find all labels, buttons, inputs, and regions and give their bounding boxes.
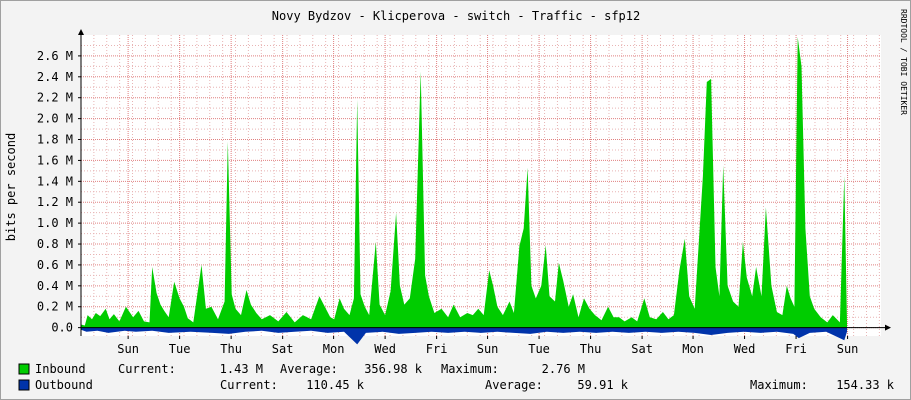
x-tick-label: Sat bbox=[631, 342, 653, 356]
legend-row-outbound: Outbound Current: 110.45 k Average: 59.9… bbox=[18, 378, 895, 392]
y-tick-label: 0.4 M bbox=[37, 279, 73, 293]
series-areas bbox=[81, 37, 848, 345]
watermark: RRDTOOL / TOBI OETIKER bbox=[899, 9, 908, 115]
chart-title: Novy Bydzov - Klicperova - switch - Traf… bbox=[272, 9, 640, 23]
x-tick-label: Mon bbox=[323, 342, 345, 356]
x-axis-arrow bbox=[885, 324, 891, 331]
y-tick-label: 2.0 M bbox=[37, 112, 73, 126]
x-axis-ticks: Sun Tue Thu Sat Mon Wed Fri Sun Tue Thu Sat Mon Wed F… bbox=[117, 336, 858, 356]
x-tick-label: Sun bbox=[837, 342, 859, 356]
y-tick-label: 2.2 M bbox=[37, 91, 73, 105]
series-area-outbound bbox=[81, 327, 848, 345]
y-tick-label: 0.6 M bbox=[37, 258, 73, 272]
x-tick-label: Mon bbox=[682, 342, 704, 356]
y-axis-label: bits per second bbox=[4, 133, 18, 241]
x-tick-label: Fri bbox=[785, 342, 807, 356]
x-tick-label: Sun bbox=[117, 342, 139, 356]
x-tick-label: Thu bbox=[580, 342, 602, 356]
y-tick-label: 1.8 M bbox=[37, 133, 73, 147]
y-tick-label: 0.2 M bbox=[37, 300, 73, 314]
grid bbox=[81, 35, 881, 336]
x-tick-label: Sat bbox=[272, 342, 294, 356]
legend-outbound-current: 110.45 k bbox=[306, 378, 365, 392]
legend-inbound-current-label: Current: bbox=[118, 362, 176, 376]
y-tick-label: 1.4 M bbox=[37, 174, 73, 188]
legend-outbound-current-label: Current: bbox=[220, 378, 278, 392]
legend-inbound-current: 1.43 M bbox=[220, 362, 263, 376]
x-tick-label: Fri bbox=[426, 342, 448, 356]
legend-outbound-average-label: Average: bbox=[485, 378, 543, 392]
x-tick-label: Tue bbox=[169, 342, 191, 356]
legend-outbound-name: Outbound bbox=[35, 378, 93, 392]
y-tick-label: 0.8 M bbox=[37, 237, 73, 251]
legend-outbound-maximum-label: Maximum: bbox=[750, 378, 808, 392]
legend-swatch-outbound bbox=[18, 379, 30, 391]
x-tick-label: Wed bbox=[374, 342, 396, 356]
legend-outbound-average: 59.91 k bbox=[577, 378, 628, 392]
y-tick-label: 2.4 M bbox=[37, 70, 73, 84]
series-area-inbound bbox=[81, 37, 848, 328]
legend-inbound-maximum: 2.76 M bbox=[542, 362, 585, 376]
x-tick-label: Sun bbox=[477, 342, 499, 356]
legend: Inbound Current: 1.43 M Average: 356.98 … bbox=[18, 362, 895, 392]
legend-inbound-maximum-label: Maximum: bbox=[441, 362, 499, 376]
legend-swatch-inbound bbox=[18, 363, 30, 375]
y-tick-label: 1.6 M bbox=[37, 153, 73, 167]
legend-inbound-average: 356.98 k bbox=[364, 362, 423, 376]
legend-inbound-average-label: Average: bbox=[280, 362, 338, 376]
legend-outbound-maximum: 154.33 k bbox=[836, 378, 895, 392]
y-tick-label: 1.2 M bbox=[37, 195, 73, 209]
x-tick-label: Wed bbox=[734, 342, 756, 356]
legend-row-inbound: Inbound Current: 1.43 M Average: 356.98 … bbox=[18, 362, 585, 376]
y-tick-label: 2.6 M bbox=[37, 49, 73, 63]
legend-inbound-name: Inbound bbox=[35, 362, 86, 376]
x-tick-label: Thu bbox=[220, 342, 242, 356]
y-axis-arrow bbox=[78, 29, 84, 35]
y-tick-label: 0.0 bbox=[51, 321, 73, 335]
y-tick-label: 1.0 M bbox=[37, 216, 73, 230]
x-tick-label: Tue bbox=[528, 342, 550, 356]
y-axis-ticks: 0.0 0.2 M 0.4 M 0.6 M 0.8 M 1.0 M 1.2 M 1.4 M 1.… bbox=[37, 49, 81, 335]
